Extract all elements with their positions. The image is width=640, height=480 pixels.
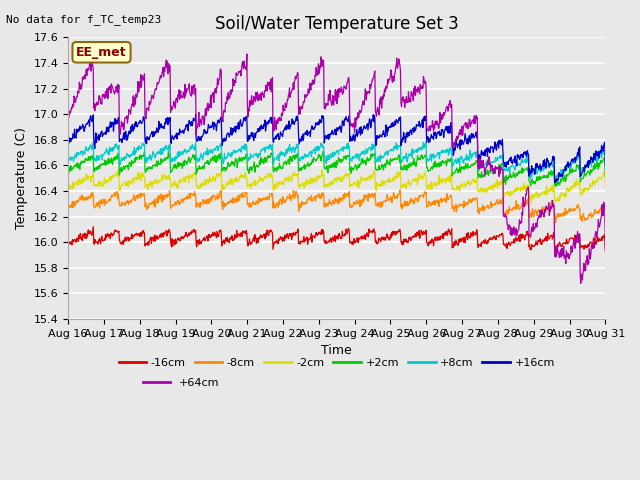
+16cm [591, 157, 599, 163]
Line: -16cm: -16cm [68, 227, 605, 252]
+64cm [308, 82, 316, 87]
-8cm [64, 203, 72, 208]
+64cm [591, 232, 599, 238]
Line: +16cm: +16cm [68, 114, 605, 183]
+64cm [251, 96, 259, 101]
+8cm [64, 161, 72, 167]
-8cm [602, 221, 609, 227]
Title: Soil/Water Temperature Set 3: Soil/Water Temperature Set 3 [215, 15, 459, 33]
-2cm [250, 178, 258, 183]
-2cm [64, 183, 72, 189]
+2cm [250, 159, 258, 165]
+2cm [349, 168, 357, 173]
-8cm [308, 192, 316, 198]
Line: +64cm: +64cm [68, 54, 605, 283]
+64cm [64, 116, 72, 121]
-8cm [591, 208, 598, 214]
-8cm [109, 194, 116, 200]
-2cm [349, 180, 357, 186]
+8cm [308, 154, 316, 160]
-16cm [589, 241, 596, 247]
-2cm [109, 175, 116, 180]
-2cm [527, 200, 535, 205]
Line: -2cm: -2cm [68, 170, 605, 203]
+64cm [349, 124, 357, 130]
+2cm [602, 173, 609, 179]
-16cm [109, 231, 117, 237]
-16cm [349, 239, 357, 244]
-2cm [589, 178, 597, 183]
X-axis label: Time: Time [321, 344, 352, 357]
+64cm [243, 51, 251, 57]
-8cm [396, 187, 404, 193]
-8cm [349, 204, 356, 210]
+8cm [422, 139, 430, 144]
+8cm [591, 157, 599, 163]
+2cm [308, 160, 316, 166]
Line: +8cm: +8cm [68, 142, 605, 181]
+16cm [602, 162, 609, 168]
+8cm [589, 155, 597, 160]
-16cm [602, 249, 609, 254]
+64cm [589, 246, 597, 252]
-16cm [308, 239, 316, 245]
+8cm [349, 154, 356, 159]
+2cm [552, 184, 559, 190]
+8cm [109, 148, 116, 154]
+16cm [551, 180, 559, 186]
+16cm [64, 141, 72, 147]
+16cm [349, 137, 357, 143]
-16cm [591, 236, 598, 242]
+2cm [319, 148, 327, 154]
+2cm [109, 162, 116, 168]
Text: EE_met: EE_met [76, 46, 127, 59]
Line: +2cm: +2cm [68, 151, 605, 187]
Line: -8cm: -8cm [68, 190, 605, 224]
-2cm [308, 180, 316, 186]
-8cm [250, 202, 258, 207]
+64cm [602, 245, 609, 251]
+16cm [589, 159, 597, 165]
+64cm [109, 84, 116, 90]
-8cm [589, 214, 596, 220]
-2cm [318, 167, 326, 173]
+8cm [250, 151, 258, 157]
-16cm [251, 232, 259, 238]
+2cm [64, 168, 72, 173]
+16cm [251, 131, 259, 136]
+2cm [589, 168, 597, 173]
+8cm [552, 178, 559, 184]
Y-axis label: Temperature (C): Temperature (C) [15, 127, 28, 229]
-16cm [64, 238, 72, 243]
+16cm [109, 121, 116, 127]
+16cm [192, 111, 200, 117]
-16cm [90, 224, 97, 229]
+8cm [602, 166, 609, 172]
-2cm [602, 185, 609, 191]
Text: No data for f_TC_temp23: No data for f_TC_temp23 [6, 14, 162, 25]
+2cm [591, 165, 599, 171]
+16cm [308, 123, 316, 129]
+64cm [577, 280, 584, 286]
Legend: +64cm: +64cm [138, 373, 224, 392]
-2cm [591, 179, 599, 184]
